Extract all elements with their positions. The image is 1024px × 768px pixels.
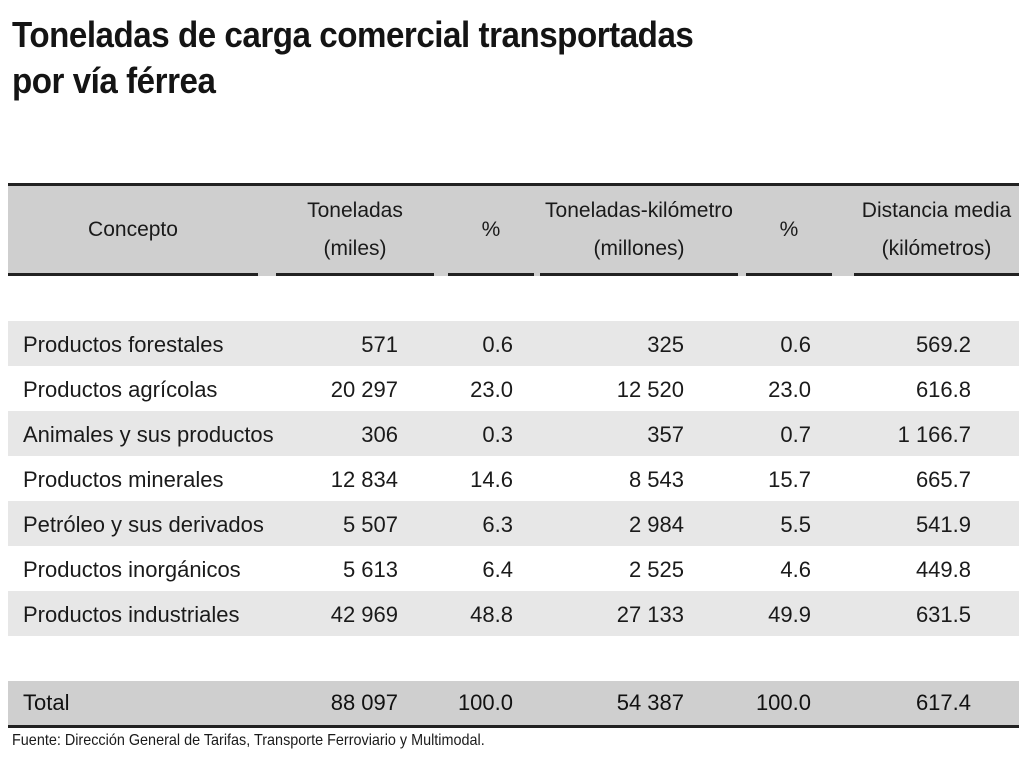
title-line-1: Toneladas de carga comercial transportad… [12,14,694,55]
header-unit: (kilómetros) [881,236,992,260]
table-header: Concepto Toneladas (miles) % Toneladas-k… [8,186,1019,276]
cell-distancia-media: 616.8 [915,377,971,402]
cell-percent-toneladas: 23.0 [470,377,513,402]
header-label: Toneladas [307,198,403,222]
header-label: Toneladas-kilómetro [545,198,733,222]
table-row: Productos agrícolas 20 297 23.0 12 520 23.0 6… [8,366,1019,411]
cell-concepto: Productos inorgánicos [23,557,241,582]
cell-concepto: Productos agrícolas [23,377,218,402]
header-gap [8,276,1019,321]
table-row: Petróleo y sus derivados 5 507 6.3 2 984 5.5… [8,501,1019,546]
cell-percent-toneladas: 0.3 [482,422,513,447]
cell-concepto: Productos industriales [23,602,240,627]
page-title: Toneladas de carga comercial transportad… [12,12,694,104]
cell-percent-tkm: 23.0 [768,377,811,402]
total-row: Total 88 097 100.0 54 387 100.0 617.4 [8,681,1019,728]
cell-percent-toneladas: 14.6 [470,467,513,492]
header-percent-toneladas: % [448,186,534,276]
header-label: Concepto [88,217,178,241]
cell-concepto: Productos forestales [23,332,224,357]
cell-percent-toneladas: 6.3 [482,512,513,537]
total-percent-tkm: 100.0 [755,690,811,715]
cell-percent-tkm: 15.7 [768,467,811,492]
cell-percent-tkm: 0.6 [780,332,811,357]
total-gap [8,636,1019,681]
cell-concepto: Productos minerales [23,467,224,492]
cell-percent-tkm: 4.6 [780,557,811,582]
source-note: Fuente: Dirección General de Tarifas, Tr… [12,732,485,749]
table-body: Productos forestales 571 0.6 325 0.6 569.2 Pro… [8,321,1019,636]
header-label: Distancia media [861,198,1012,222]
header-distancia-media: Distancia media (kilómetros) [854,186,1019,276]
header-unit: (millones) [593,236,685,260]
cell-distancia-media: 569.2 [915,332,971,357]
total-distancia-media: 617.4 [915,690,971,715]
table-row: Productos inorgánicos 5 613 6.4 2 525 4.6 449… [8,546,1019,591]
title-line-2: por vía férrea [12,60,216,101]
cell-percent-toneladas: 6.4 [482,557,513,582]
cell-concepto: Petróleo y sus derivados [23,512,264,537]
freight-table: Concepto Toneladas (miles) % Toneladas-k… [8,183,1019,728]
header-concepto: Concepto [8,186,258,276]
table-row: Animales y sus productos 306 0.3 357 0.7 1 16… [8,411,1019,456]
cell-distancia-media: 449.8 [915,557,971,582]
cell-concepto: Animales y sus productos [23,422,274,447]
cell-toneladas: 306 [361,422,398,447]
cell-distancia-media: 541.9 [915,512,971,537]
cell-toneladas-km: 8 543 [628,467,684,492]
cell-toneladas-km: 27 133 [616,602,684,627]
cell-toneladas-km: 325 [647,332,684,357]
cell-toneladas: 5 507 [342,512,398,537]
cell-toneladas-km: 12 520 [616,377,684,402]
cell-percent-toneladas: 48.8 [470,602,513,627]
cell-toneladas: 5 613 [342,557,398,582]
cell-toneladas-km: 2 525 [628,557,684,582]
cell-toneladas: 12 834 [330,467,398,492]
cell-percent-tkm: 5.5 [780,512,811,537]
header-label: % [481,217,501,241]
table-row: Productos industriales 42 969 48.8 27 133 49… [8,591,1019,636]
cell-distancia-media: 665.7 [915,467,971,492]
cell-percent-tkm: 49.9 [768,602,811,627]
total-toneladas-km: 54 387 [616,690,684,715]
cell-toneladas: 20 297 [330,377,398,402]
total-toneladas: 88 097 [330,690,398,715]
cell-toneladas-km: 2 984 [628,512,684,537]
header-toneladas: Toneladas (miles) [276,186,434,276]
cell-distancia-media: 631.5 [915,602,971,627]
cell-percent-toneladas: 0.6 [482,332,513,357]
total-label: Total [23,690,70,715]
cell-toneladas: 42 969 [330,602,398,627]
table-row: Productos minerales 12 834 14.6 8 543 15.7 66… [8,456,1019,501]
header-percent-tkm: % [746,186,832,276]
cell-percent-tkm: 0.7 [780,422,811,447]
total-percent-toneladas: 100.0 [457,690,513,715]
cell-toneladas-km: 357 [647,422,684,447]
cell-distancia-media: 1 166.7 [897,422,971,447]
cell-toneladas: 571 [361,332,398,357]
header-unit: (miles) [323,236,387,260]
table-row: Productos forestales 571 0.6 325 0.6 569.2 [8,321,1019,366]
header-toneladas-km: Toneladas-kilómetro (millones) [540,186,738,276]
header-label: % [779,217,799,241]
